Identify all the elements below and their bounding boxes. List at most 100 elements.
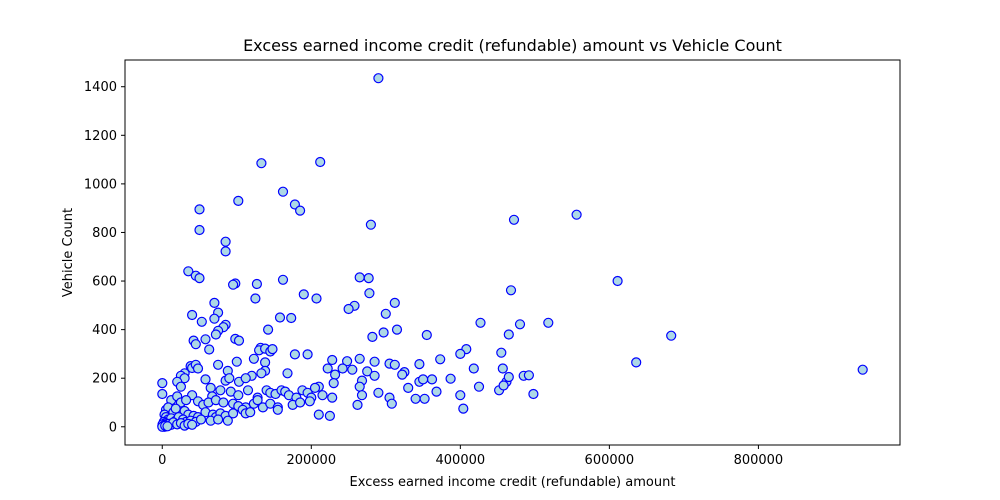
data-point: [445, 373, 456, 384]
data-point: [260, 357, 271, 368]
data-point: [421, 329, 432, 341]
data-point: [194, 204, 205, 215]
data-point: [302, 349, 313, 360]
data-point: [298, 289, 309, 300]
data-point: [343, 303, 354, 315]
data-point: [272, 404, 283, 415]
data-point: [251, 278, 262, 290]
data-point: [215, 385, 226, 396]
chart-title: Excess earned income credit (refundable)…: [243, 36, 782, 55]
data-point: [194, 273, 205, 284]
data-point: [240, 373, 251, 384]
data-point: [213, 414, 224, 425]
data-point: [248, 353, 259, 364]
data-point: [317, 390, 328, 401]
data-point: [666, 330, 677, 341]
data-point: [327, 354, 338, 366]
data-point: [187, 309, 198, 321]
data-point: [213, 359, 224, 370]
x-axis: 0 200000 400000 600000 800000: [158, 445, 783, 468]
y-tick-label: 1400: [84, 80, 117, 95]
data-point: [277, 274, 289, 285]
data-point: [295, 205, 306, 216]
y-tick-label: 1000: [84, 177, 117, 192]
data-point: [313, 409, 324, 420]
data-point: [612, 275, 623, 287]
x-axis-title: Excess earned income credit (refundable)…: [350, 475, 676, 490]
data-point: [403, 382, 414, 393]
data-point: [356, 390, 368, 401]
data-point: [391, 324, 403, 335]
y-tick-label: 1200: [84, 129, 117, 144]
data-point: [181, 395, 192, 406]
data-point: [347, 364, 358, 375]
data-point: [282, 368, 293, 379]
data-point: [192, 363, 204, 374]
data-point: [250, 293, 261, 304]
data-point: [256, 368, 267, 379]
data-point: [363, 273, 374, 284]
data-point: [175, 381, 186, 392]
x-tick-label: 200000: [286, 453, 336, 468]
data-point: [496, 347, 507, 358]
data-point: [419, 393, 430, 404]
data-point: [277, 186, 289, 197]
data-point: [362, 366, 373, 377]
data-point: [435, 354, 446, 365]
y-tick-label: 0: [109, 420, 117, 435]
data-point: [220, 236, 231, 247]
data-point: [426, 374, 438, 385]
data-point: [190, 339, 201, 350]
data-point: [224, 373, 235, 384]
data-point: [342, 356, 353, 367]
data-point: [389, 359, 400, 370]
data-point: [397, 369, 408, 380]
data-point: [205, 382, 216, 393]
data-point: [222, 415, 233, 426]
data-point: [330, 369, 341, 380]
data-point: [209, 297, 220, 308]
data-point: [373, 387, 384, 398]
data-point: [367, 331, 378, 342]
data-point: [523, 370, 535, 381]
data-point: [286, 312, 297, 324]
data-point: [245, 407, 256, 418]
y-axis: 0 200 400 600 800 1000 1200 1400: [84, 80, 125, 435]
data-point: [508, 214, 520, 225]
data-point: [309, 382, 321, 393]
data-point: [497, 363, 508, 374]
data-point: [386, 398, 397, 409]
data-point: [231, 356, 242, 367]
data-point: [352, 399, 363, 410]
data-point: [328, 378, 339, 389]
data-point: [322, 363, 333, 374]
data-point: [337, 363, 348, 374]
data-point: [373, 73, 384, 84]
data-point: [458, 403, 469, 414]
data-point: [220, 246, 231, 257]
data-point: [475, 317, 486, 328]
data-point: [170, 403, 181, 414]
data-point: [315, 156, 326, 168]
data-point: [233, 195, 244, 206]
data-point: [431, 386, 442, 397]
data-point: [571, 209, 582, 220]
y-tick-label: 800: [92, 226, 117, 241]
data-point: [414, 359, 425, 370]
data-point: [252, 395, 263, 406]
data-point: [200, 334, 211, 345]
data-point: [369, 356, 380, 367]
y-tick-label: 600: [92, 275, 117, 290]
data-point: [354, 272, 365, 283]
data-point: [631, 357, 642, 368]
data-point: [256, 158, 267, 169]
data-point: [295, 397, 306, 408]
data-point: [304, 396, 315, 407]
data-point: [311, 293, 322, 304]
data-point: [196, 316, 207, 327]
data-point: [410, 393, 421, 404]
data-point: [183, 266, 194, 277]
points-layer: [157, 73, 868, 432]
